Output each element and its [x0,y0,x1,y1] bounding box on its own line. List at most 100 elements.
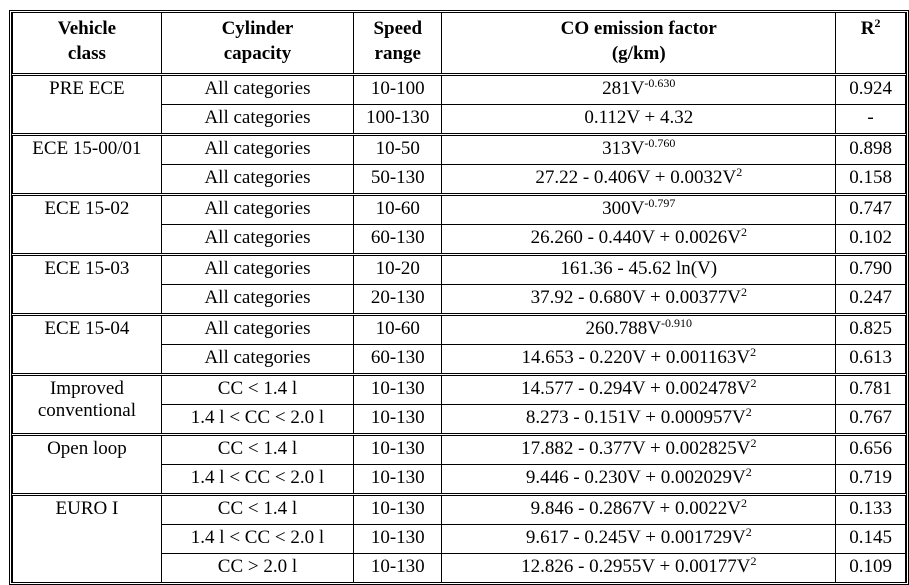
vehicle-class-label: conventional [38,400,136,421]
formula-base: 0.112V + 4.32 [584,107,693,128]
emission-factor-cell: 14.577 - 0.294V + 0.002478V2 [442,375,836,405]
table-row: ECE 15-04 All categories 10-60 260.788V-0.9… [13,315,906,345]
cylinder-capacity-cell: All categories [161,105,353,135]
vehicle-class-label: PRE ECE [49,78,124,99]
cylinder-capacity-cell: All categories [161,255,353,285]
r-squared-cell: 0.247 [836,285,906,315]
table-row: Open loop CC < 1.4 l 10-130 17.882 - 0.377V… [13,435,906,465]
formula-exponent: -0.630 [644,76,675,90]
r-squared-cell: 0.781 [836,375,906,405]
table-row: EURO I CC < 1.4 l 10-130 9.846 - 0.2867V + … [13,495,906,525]
r-squared-cell: 0.109 [836,554,906,583]
r-squared-cell: - [836,105,906,135]
emission-factor-cell: 8.273 - 0.151V + 0.000957V2 [442,405,836,435]
vehicle-class-label: ECE 15-02 [44,198,129,219]
emission-factor-cell: 0.112V + 4.32 [442,105,836,135]
r-squared-cell: 0.719 [836,465,906,495]
emission-table-frame: Vehicle class Cylinder capacity Speed ra… [9,10,909,585]
emission-factor-cell: 300V-0.797 [442,195,836,225]
header-emission-factor-line2: (g/km) [612,43,666,64]
cylinder-capacity-cell: All categories [161,165,353,195]
formula-base: 313V [602,138,644,159]
cylinder-capacity-cell: CC < 1.4 l [161,495,353,525]
speed-range-cell: 10-130 [354,405,442,435]
formula-exponent: 2 [750,554,756,568]
formula-base: 260.788V [586,318,661,339]
emission-factor-cell: 9.617 - 0.245V + 0.001729V2 [442,525,836,554]
formula-exponent: 2 [746,405,752,419]
header-speed-range: Speed range [354,13,442,75]
formula-exponent: 2 [741,496,747,510]
header-vehicle-class: Vehicle class [13,13,162,75]
formula-base: 17.882 - 0.377V + 0.002825V [521,438,750,459]
emission-factor-cell: 161.36 - 45.62 ln(V) [442,255,836,285]
formula-exponent: -0.910 [661,316,692,330]
header-cylinder-capacity-line2: capacity [224,43,292,64]
cylinder-capacity-cell: All categories [161,285,353,315]
header-r-squared-exponent: 2 [874,16,880,30]
speed-range-cell: 10-60 [354,315,442,345]
formula-base: 14.577 - 0.294V + 0.002478V [521,378,750,399]
vehicle-class-cell: Open loop [13,435,162,495]
table-row: ECE 15-02 All categories 10-60 300V-0.797 0.… [13,195,906,225]
formula-base: 300V [602,198,644,219]
cylinder-capacity-cell: 1.4 l < CC < 2.0 l [161,405,353,435]
header-vehicle-class-line1: Vehicle [58,18,116,39]
cylinder-capacity-cell: 1.4 l < CC < 2.0 l [161,465,353,495]
formula-base: 12.826 - 0.2955V + 0.00177V [521,556,750,577]
r-squared-cell: 0.924 [836,75,906,105]
cylinder-capacity-cell: CC < 1.4 l [161,435,353,465]
formula-exponent: -0.797 [644,196,675,210]
speed-range-cell: 50-130 [354,165,442,195]
speed-range-cell: 10-130 [354,495,442,525]
vehicle-class-label: ECE 15-03 [44,258,129,279]
formula-exponent: 2 [741,285,747,299]
formula-exponent: 2 [741,225,747,239]
speed-range-cell: 10-20 [354,255,442,285]
formula-exponent: 2 [750,345,756,359]
header-cylinder-capacity-line1: Cylinder [222,18,294,39]
r-squared-cell: 0.825 [836,315,906,345]
table-row: PRE ECE All categories 10-100 281V-0.630 0.9… [13,75,906,105]
vehicle-class-label: ECE 15-04 [44,318,129,339]
r-squared-cell: 0.613 [836,345,906,375]
formula-exponent: 2 [746,525,752,539]
header-r-squared-base: R [861,18,875,39]
emission-factor-cell: 17.882 - 0.377V + 0.002825V2 [442,435,836,465]
emission-factor-cell: 37.92 - 0.680V + 0.00377V2 [442,285,836,315]
formula-base: 37.92 - 0.680V + 0.00377V [531,287,741,308]
speed-range-cell: 10-50 [354,135,442,165]
cylinder-capacity-cell: All categories [161,225,353,255]
vehicle-class-cell: ECE 15-04 [13,315,162,375]
formula-exponent: 2 [750,376,756,390]
table-body: PRE ECE All categories 10-100 281V-0.630 0.9… [13,75,906,583]
vehicle-class-cell: ECE 15-02 [13,195,162,255]
table-row: ECE 15-03 All categories 10-20 161.36 - 45.… [13,255,906,285]
formula-exponent: 2 [746,465,752,479]
speed-range-cell: 60-130 [354,225,442,255]
r-squared-cell: 0.145 [836,525,906,554]
speed-range-cell: 10-130 [354,435,442,465]
formula-base: 8.273 - 0.151V + 0.000957V [526,407,746,428]
header-emission-factor: CO emission factor (g/km) [442,13,836,75]
header-cylinder-capacity: Cylinder capacity [161,13,353,75]
speed-range-cell: 10-60 [354,195,442,225]
cylinder-capacity-cell: All categories [161,135,353,165]
r-squared-cell: 0.656 [836,435,906,465]
cylinder-capacity-cell: All categories [161,195,353,225]
speed-range-cell: 60-130 [354,345,442,375]
r-squared-cell: 0.790 [836,255,906,285]
speed-range-cell: 100-130 [354,105,442,135]
header-vehicle-class-line2: class [68,43,106,64]
cylinder-capacity-cell: CC > 2.0 l [161,554,353,583]
vehicle-class-cell: PRE ECE [13,75,162,135]
emission-factor-cell: 14.653 - 0.220V + 0.001163V2 [442,345,836,375]
vehicle-class-label: Open loop [47,438,127,459]
emission-factor-cell: 26.260 - 0.440V + 0.0026V2 [442,225,836,255]
formula-base: 9.846 - 0.2867V + 0.0022V [531,498,741,519]
r-squared-cell: 0.767 [836,405,906,435]
vehicle-class-label: Improved [50,378,124,399]
cylinder-capacity-cell: All categories [161,315,353,345]
r-squared-cell: 0.133 [836,495,906,525]
emission-factor-cell: 9.846 - 0.2867V + 0.0022V2 [442,495,836,525]
